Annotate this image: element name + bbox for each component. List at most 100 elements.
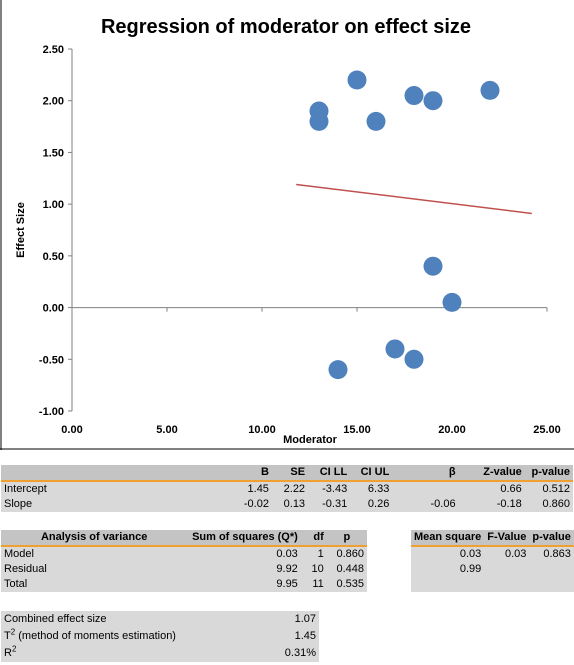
x-axis-title: Moderator [283,434,338,446]
table-row: Combined effect size 1.07 [1,611,319,628]
ciul-value: 0.26 [350,497,393,512]
y-tick-label: 1.00 [43,199,64,211]
row-label: Residual [1,562,188,577]
ms-header-p: p-value [529,530,574,547]
table-row: T2 (method of moments estimation) 1.45 [1,628,319,645]
r-squared-label: R2 [1,644,209,662]
data-point [404,349,424,369]
data-point [328,360,348,380]
ciul-value: 6.33 [350,481,393,497]
regression-header-p: p-value [524,465,573,482]
regression-table: B SE CI LL CI UL β Z-value p-value Inter… [1,465,573,512]
z-value: 0.66 [458,481,525,497]
x-tick-label: 5.00 [156,424,177,436]
x-tick-label: 25.00 [533,424,561,436]
regression-header-ciul: CI UL [350,465,393,482]
df-value: 1 [300,546,327,562]
p-value: 0.860 [326,546,367,562]
axes: 2.50 2.00 1.50 1.00 0.50 0.00 -0.50 -1.00 0.00 5.… [39,44,561,436]
p-value: 0.860 [524,497,573,512]
ms-value: 0.03 [411,546,485,562]
ss-value: 9.92 [187,562,301,577]
chart-title: Regression of moderator on effect size [101,16,471,38]
df-value: 11 [300,577,327,592]
p-value [529,577,574,592]
anova-table: Analysis of variance Sum of squares (Q*)… [1,530,367,592]
combined-effect-label: Combined effect size [1,611,209,628]
regression-header-beta: β [392,465,459,482]
regression-header-z: Z-value [458,465,525,482]
data-point [480,80,500,100]
data-point [404,86,424,106]
y-tick-label: -1.00 [39,406,64,418]
tau-squared-label: T2 (method of moments estimation) [1,628,209,645]
ms-value: 0.99 [411,562,485,577]
scatter-chart: Regression of moderator on effect size 2… [0,0,574,450]
table-row: 0.03 0.03 0.863 [411,546,574,562]
data-point [309,111,329,131]
ms-header-ms: Mean square [411,530,485,547]
data-points [296,70,532,380]
regression-header-cill: CI LL [308,465,351,482]
data-point [423,91,443,111]
x-tick-label: 10.00 [248,424,276,436]
y-tick-label: -0.50 [39,354,64,366]
row-label: Total [1,577,188,592]
y-tick-label: 0.00 [43,303,64,315]
se-value: 2.22 [271,481,309,497]
table-row: Slope -0.02 0.13 -0.31 0.26 -0.06 -0.18 … [1,497,573,512]
anova-header-label: Analysis of variance [1,530,188,547]
mean-square-table: Mean square F-Value p-value 0.03 0.03 0.… [411,530,574,592]
data-point [442,292,462,312]
ss-value: 9.95 [187,577,301,592]
y-tick-label: 2.50 [43,44,64,56]
p-value: 0.512 [524,481,573,497]
b-value: -0.02 [207,497,272,512]
cill-value: -0.31 [308,497,351,512]
r-squared-value: 0.31% [208,645,319,662]
ms-header-row: Mean square F-Value p-value [411,530,574,547]
row-label: Intercept [1,481,208,497]
summary-table: Combined effect size 1.07 T2 (method of … [1,611,319,662]
beta-value [392,481,459,497]
x-tick-label: 15.00 [343,424,371,436]
ss-value: 0.03 [187,546,301,562]
table-row [411,577,574,592]
x-tick-label: 0.00 [61,424,82,436]
y-tick-label: 1.50 [43,147,64,159]
combined-effect-value: 1.07 [208,611,319,628]
f-value [484,562,530,577]
ms-header-f: F-Value [484,530,530,547]
se-value: 0.13 [271,497,309,512]
df-value: 10 [300,562,327,577]
regression-header-row: B SE CI LL CI UL β Z-value p-value [1,465,573,482]
tau-symbol: T [4,630,11,642]
row-label: Model [1,546,188,562]
b-value: 1.45 [207,481,272,497]
data-point [423,256,443,276]
data-point [347,70,367,90]
r-superscript: 2 [11,644,17,654]
anova-header-row: Analysis of variance Sum of squares (Q*)… [1,530,367,547]
table-row: Residual 9.92 10 0.448 [1,562,367,577]
table-row: Total 9.95 11 0.535 [1,577,367,592]
z-value: -0.18 [458,497,525,512]
y-tick-label: 2.00 [43,96,64,108]
f-value: 0.03 [484,546,530,562]
anova-header-df: df [300,530,327,547]
p-value: 0.863 [529,546,574,562]
p-value [529,562,574,577]
anova-header-p: p [326,530,367,547]
regression-header-label [1,465,208,482]
f-value [484,577,530,592]
data-point [385,339,405,359]
beta-value: -0.06 [392,497,459,512]
y-tick-label: 0.50 [43,251,64,263]
regression-line [296,183,532,215]
r-symbol: R [4,647,12,659]
table-row: Model 0.03 1 0.860 [1,546,367,562]
cill-value: -3.43 [308,481,351,497]
chart-svg: Regression of moderator on effect size 2… [0,0,574,450]
table-row: 0.99 [411,562,574,577]
tau-squared-value: 1.45 [208,628,319,645]
